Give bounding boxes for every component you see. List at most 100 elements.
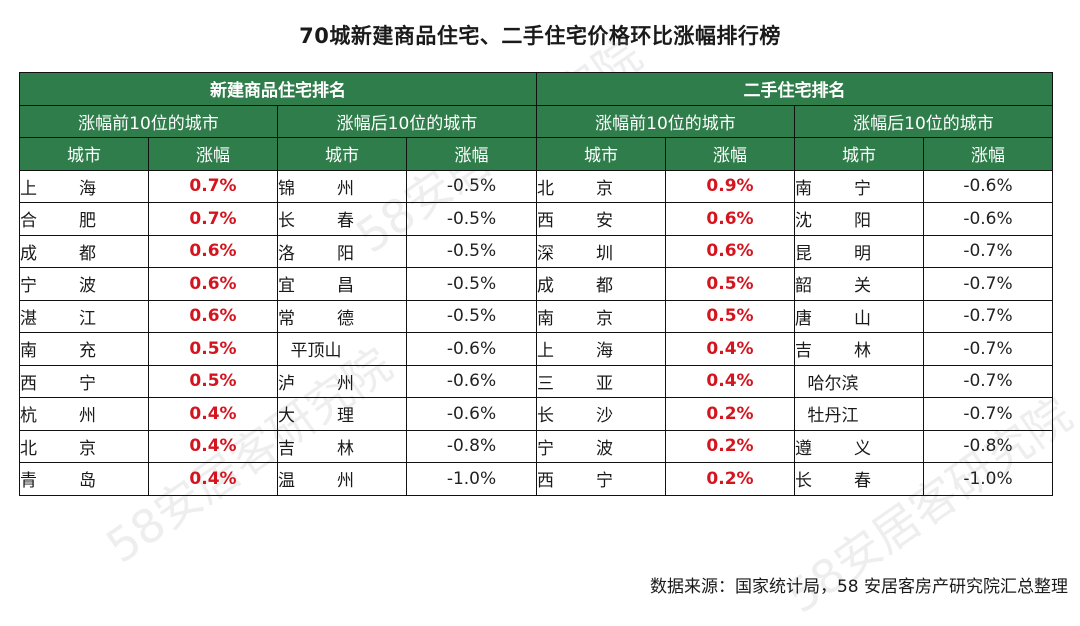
city-cell: 西宁 — [536, 462, 666, 496]
city-name: 大理 — [278, 406, 354, 427]
table-row: 青岛 0.4% 温州 -1.0% 西宁 0.2% 长春 -1.0% — [19, 462, 1053, 496]
table-row: 北京 0.4% 吉林 -0.8% 宁波 0.2% 遵义 -0.8% — [19, 429, 1053, 463]
city-name: 常德 — [278, 308, 354, 329]
change-value: 0.4% — [148, 462, 278, 496]
change-value: 0.5% — [665, 299, 795, 333]
change-value: 0.7% — [148, 202, 278, 236]
city-cell: 长沙 — [536, 397, 666, 431]
change-value: 0.5% — [665, 267, 795, 301]
city-cell: 牡丹江 — [794, 397, 924, 431]
table-row: 合肥 0.7% 长春 -0.5% 西安 0.6% 沈阳 -0.6% — [19, 202, 1053, 236]
city-cell: 遵义 — [794, 429, 924, 463]
city-cell: 唐山 — [794, 299, 924, 333]
city-name: 上海 — [537, 341, 613, 362]
city-cell: 昆明 — [794, 234, 924, 268]
city-cell: 北京 — [536, 169, 666, 203]
change-value: 0.2% — [665, 397, 795, 431]
change-value: -0.7% — [923, 364, 1053, 398]
city-name: 昆明 — [795, 243, 871, 264]
city-cell: 吉林 — [277, 429, 407, 463]
city-name: 遵义 — [795, 438, 871, 459]
change-value: 0.2% — [665, 429, 795, 463]
change-value: -0.7% — [923, 397, 1053, 431]
city-name: 长春 — [278, 211, 354, 232]
change-value: -0.8% — [923, 429, 1053, 463]
change-value: 0.4% — [665, 332, 795, 366]
new-bottom10-header: 涨幅后10位的城市 — [277, 104, 537, 138]
table-row: 西宁 0.5% 泸州 -0.6% 三亚 0.4% 哈尔滨 -0.7% — [19, 364, 1053, 398]
data-source-note: 数据来源：国家统计局，58 安居客房产研究院汇总整理 — [649, 577, 1068, 597]
change-value: 0.9% — [665, 169, 795, 203]
city-name: 成都 — [537, 276, 613, 297]
city-cell: 大理 — [277, 397, 407, 431]
table-row: 南充 0.5% 平顶山 -0.6% 上海 0.4% 吉林 -0.7% — [19, 332, 1053, 366]
change-value: 0.4% — [148, 397, 278, 431]
city-name: 平顶山 — [290, 341, 342, 362]
city-name: 泸州 — [278, 373, 354, 394]
city-name: 合肥 — [20, 211, 96, 232]
change-value: -1.0% — [923, 462, 1053, 496]
change-value: -0.5% — [406, 267, 537, 301]
city-name: 青岛 — [20, 471, 96, 492]
city-name: 宁波 — [537, 438, 613, 459]
city-cell: 青岛 — [19, 462, 149, 496]
city-name: 西宁 — [20, 373, 96, 394]
city-name: 唐山 — [795, 308, 871, 329]
city-cell: 南充 — [19, 332, 149, 366]
table-body: 上海 0.7% 锦州 -0.5% 北京 0.9% 南宁 -0.6% 合肥 0.7% 长春 -0.5% 西… — [19, 169, 1053, 496]
column-header-city: 城市 — [536, 137, 666, 171]
city-cell: 泸州 — [277, 364, 407, 398]
column-header-change: 涨幅 — [148, 137, 278, 171]
change-value: 0.6% — [665, 234, 795, 268]
change-value: 0.4% — [665, 364, 795, 398]
city-name: 北京 — [20, 438, 96, 459]
change-value: 0.7% — [148, 169, 278, 203]
change-value: -0.6% — [406, 332, 537, 366]
city-cell: 平顶山 — [277, 332, 407, 366]
city-cell: 北京 — [19, 429, 149, 463]
city-name: 三亚 — [537, 373, 613, 394]
city-cell: 长春 — [794, 462, 924, 496]
city-name: 西安 — [537, 211, 613, 232]
city-name: 宁波 — [20, 276, 96, 297]
city-cell: 哈尔滨 — [794, 364, 924, 398]
column-header-change: 涨幅 — [406, 137, 537, 171]
city-cell: 常德 — [277, 299, 407, 333]
change-value: -0.6% — [406, 397, 537, 431]
city-name: 吉林 — [795, 341, 871, 362]
new-housing-header: 新建商品住宅排名 — [19, 72, 537, 106]
city-cell: 韶关 — [794, 267, 924, 301]
city-cell: 杭州 — [19, 397, 149, 431]
page-title: 70城新建商品住宅、二手住宅价格环比涨幅排行榜 — [299, 24, 781, 48]
city-cell: 温州 — [277, 462, 407, 496]
second-top10-header: 涨幅前10位的城市 — [536, 104, 795, 138]
change-value: -0.5% — [406, 234, 537, 268]
city-name: 南宁 — [795, 178, 871, 199]
change-value: -0.8% — [406, 429, 537, 463]
city-name: 韶关 — [795, 276, 871, 297]
city-name: 成都 — [20, 243, 96, 264]
city-name: 锦州 — [278, 178, 354, 199]
city-name: 牡丹江 — [807, 406, 859, 427]
change-value: 0.6% — [665, 202, 795, 236]
second-hand-header: 二手住宅排名 — [536, 72, 1053, 106]
change-value: -0.7% — [923, 332, 1053, 366]
new-top10-header: 涨幅前10位的城市 — [19, 104, 278, 138]
column-header-city: 城市 — [19, 137, 149, 171]
city-name: 南京 — [537, 308, 613, 329]
change-value: 0.4% — [148, 429, 278, 463]
city-cell: 长春 — [277, 202, 407, 236]
city-name: 深圳 — [537, 243, 613, 264]
city-cell: 湛江 — [19, 299, 149, 333]
city-cell: 上海 — [536, 332, 666, 366]
city-name: 西宁 — [537, 471, 613, 492]
city-cell: 合肥 — [19, 202, 149, 236]
city-cell: 深圳 — [536, 234, 666, 268]
city-cell: 宜昌 — [277, 267, 407, 301]
table-row: 上海 0.7% 锦州 -0.5% 北京 0.9% 南宁 -0.6% — [19, 169, 1053, 203]
city-cell: 洛阳 — [277, 234, 407, 268]
city-name: 南充 — [20, 341, 96, 362]
city-name: 北京 — [537, 178, 613, 199]
city-name: 宜昌 — [278, 276, 354, 297]
change-value: -0.7% — [923, 234, 1053, 268]
